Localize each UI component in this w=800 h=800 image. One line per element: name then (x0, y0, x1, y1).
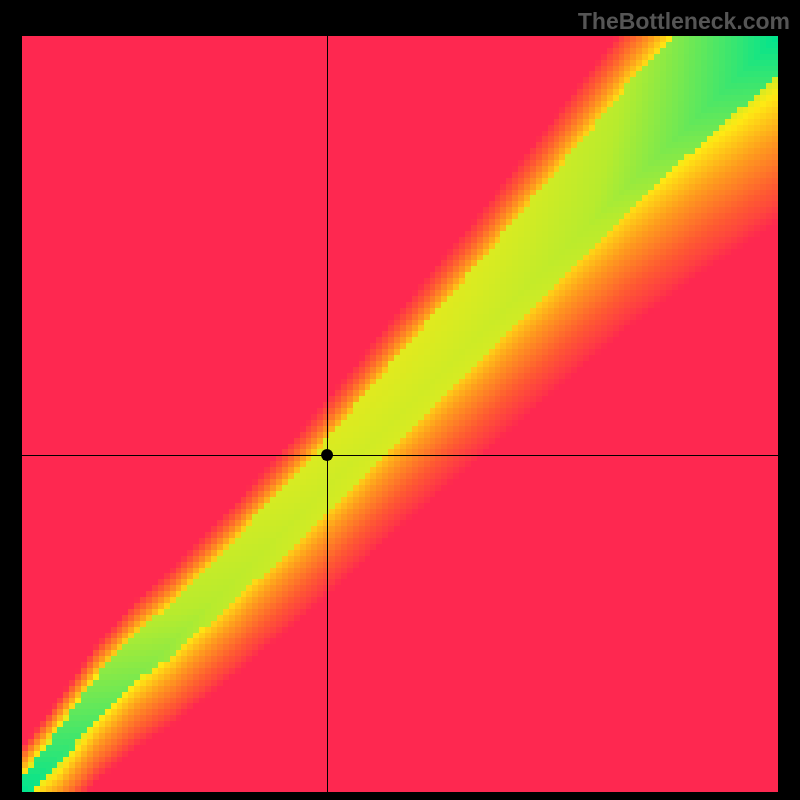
heatmap-canvas (22, 36, 778, 792)
watermark-text: TheBottleneck.com (578, 8, 790, 35)
heatmap-plot (22, 36, 778, 792)
figure-container: TheBottleneck.com (0, 0, 800, 800)
